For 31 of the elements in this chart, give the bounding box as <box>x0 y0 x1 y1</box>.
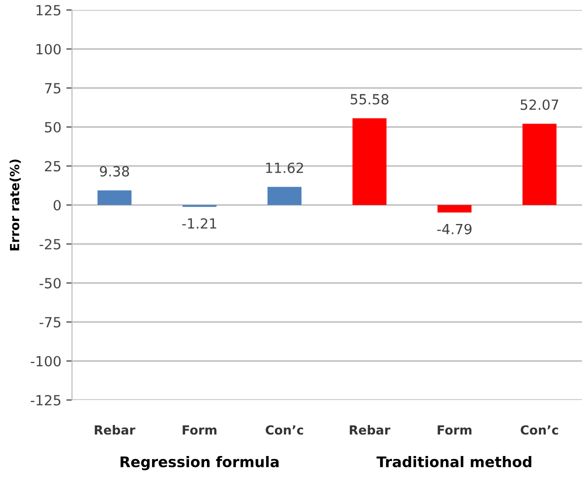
y-tick-label: 125 <box>36 4 60 16</box>
x-tick-label: Con’c <box>266 425 304 435</box>
x-tick-label: Form <box>182 425 216 435</box>
text: Traditional method <box>376 456 532 468</box>
bar <box>522 124 556 205</box>
data-label: 55.58 <box>350 94 388 104</box>
data-label: 9.38 <box>100 166 130 177</box>
y-tick-label: -25 <box>40 238 60 250</box>
bar <box>352 118 386 205</box>
y-tick-label: 100 <box>36 44 61 54</box>
y-tick-label: -75 <box>40 317 60 328</box>
x-tick-label: Con’c <box>520 425 558 435</box>
x-tick-label: Rebar <box>350 425 390 435</box>
data-label: -1.21 <box>182 218 216 229</box>
data-label: 52.07 <box>520 99 558 110</box>
y-tick-label: 25 <box>44 160 60 172</box>
y-axis-title: Error rate(%) <box>10 160 21 250</box>
y-tick-label: -100 <box>30 356 61 366</box>
bar <box>438 205 472 212</box>
bar <box>98 190 132 205</box>
data-label: -4.79 <box>437 224 472 234</box>
y-tick-label: 75 <box>45 83 60 94</box>
y-tick-label: 0 <box>54 200 61 210</box>
data-label: 11.62 <box>266 162 303 174</box>
y-tick-label: -50 <box>40 278 61 288</box>
bar <box>268 186 302 205</box>
x-tick-label: Rebar <box>94 425 136 435</box>
y-tick-label: -125 <box>30 394 60 406</box>
y-tick-label: 50 <box>44 122 61 132</box>
x-tick-label: Form <box>438 425 472 435</box>
text: Regression formula <box>120 456 279 470</box>
